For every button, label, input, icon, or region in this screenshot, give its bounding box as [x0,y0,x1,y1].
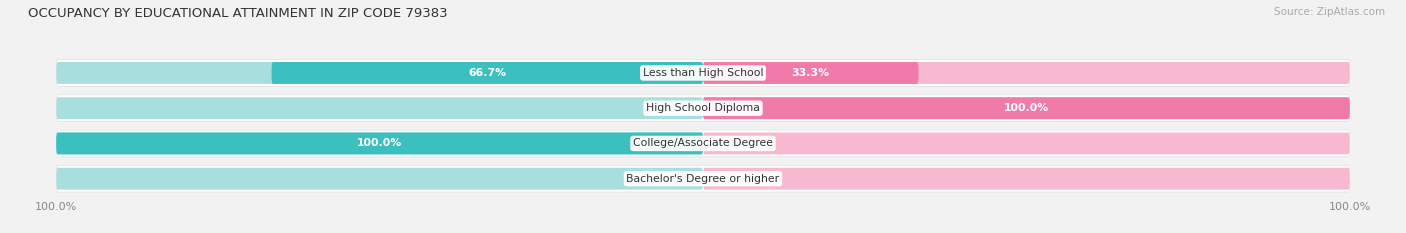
FancyBboxPatch shape [56,97,703,119]
FancyBboxPatch shape [56,168,703,190]
FancyBboxPatch shape [56,95,1350,122]
Text: Less than High School: Less than High School [643,68,763,78]
Text: 100.0%: 100.0% [1004,103,1049,113]
FancyBboxPatch shape [703,62,1350,84]
FancyBboxPatch shape [703,133,1350,154]
FancyBboxPatch shape [271,62,703,84]
Text: High School Diploma: High School Diploma [647,103,759,113]
Text: 0.0%: 0.0% [716,138,744,148]
FancyBboxPatch shape [703,97,1350,119]
Text: 66.7%: 66.7% [468,68,506,78]
Text: 0.0%: 0.0% [716,174,744,184]
FancyBboxPatch shape [703,62,918,84]
Text: Source: ZipAtlas.com: Source: ZipAtlas.com [1274,7,1385,17]
Text: 0.0%: 0.0% [662,174,690,184]
Text: College/Associate Degree: College/Associate Degree [633,138,773,148]
FancyBboxPatch shape [703,168,1350,190]
FancyBboxPatch shape [56,62,703,84]
Text: Bachelor's Degree or higher: Bachelor's Degree or higher [627,174,779,184]
Legend: Owner-occupied, Renter-occupied: Owner-occupied, Renter-occupied [576,230,830,233]
FancyBboxPatch shape [56,165,1350,192]
Text: 0.0%: 0.0% [662,103,690,113]
FancyBboxPatch shape [56,133,703,154]
FancyBboxPatch shape [703,97,1350,119]
FancyBboxPatch shape [56,130,1350,157]
Text: OCCUPANCY BY EDUCATIONAL ATTAINMENT IN ZIP CODE 79383: OCCUPANCY BY EDUCATIONAL ATTAINMENT IN Z… [28,7,447,20]
FancyBboxPatch shape [56,133,703,154]
Text: 100.0%: 100.0% [357,138,402,148]
FancyBboxPatch shape [56,60,1350,86]
Text: 33.3%: 33.3% [792,68,830,78]
